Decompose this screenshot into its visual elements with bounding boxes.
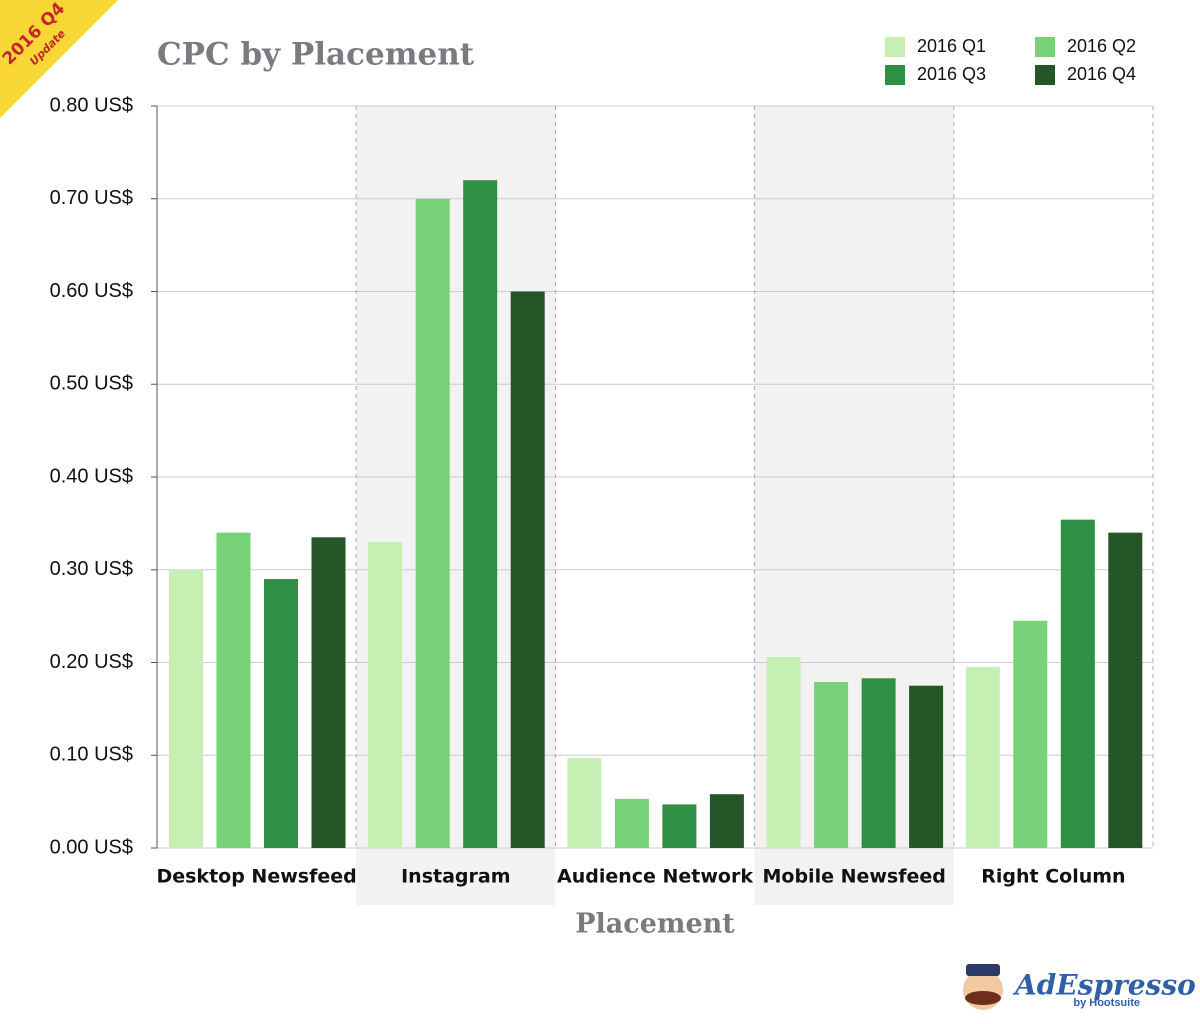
bar [415, 198, 450, 848]
y-tick-label: 0.40 US$ [50, 465, 133, 487]
bar [368, 541, 403, 848]
bar [909, 685, 944, 848]
logo-by: by Hootsuite [1073, 997, 1140, 1009]
legend-label: 2016 Q1 [917, 36, 986, 56]
logo: AdEspresso by Hootsuite [963, 964, 1196, 1010]
legend-label: 2016 Q3 [917, 64, 986, 84]
logo-moustache [965, 991, 1001, 1005]
legend-label: 2016 Q2 [1067, 36, 1136, 56]
bar [965, 667, 1000, 848]
bar [1108, 532, 1143, 848]
x-tick-label: Instagram [401, 866, 510, 888]
logo-name: AdEspresso [1012, 969, 1196, 1002]
chart-title: CPC by Placement [157, 37, 475, 73]
bar [463, 180, 498, 848]
y-tick-label: 0.80 US$ [50, 94, 133, 116]
x-axis-label: Placement [575, 909, 735, 940]
legend-swatch [885, 37, 905, 57]
y-tick-label: 0.00 US$ [50, 836, 133, 858]
bar [216, 532, 251, 848]
y-tick-label: 0.10 US$ [50, 744, 133, 766]
bar [861, 678, 896, 848]
legend-swatch [885, 65, 905, 85]
y-tick-label: 0.70 US$ [50, 187, 133, 209]
bar [311, 537, 346, 848]
bar [1060, 519, 1095, 848]
legend-swatch [1035, 65, 1055, 85]
bar [766, 656, 801, 848]
bar [567, 758, 602, 848]
legend-label: 2016 Q4 [1067, 64, 1136, 84]
bar [709, 794, 744, 848]
y-tick-label: 0.60 US$ [50, 280, 133, 302]
bar [662, 804, 697, 848]
bar [169, 569, 203, 848]
badge [0, 0, 118, 118]
x-tick-label: Desktop Newsfeed [156, 866, 356, 888]
bar [510, 291, 545, 848]
y-tick-label: 0.20 US$ [50, 651, 133, 673]
legend-swatch [1035, 37, 1055, 57]
bar [1013, 620, 1048, 848]
x-tick-label: Right Column [981, 866, 1125, 888]
bar [814, 681, 849, 848]
bar [614, 798, 649, 848]
x-tick-label: Mobile Newsfeed [763, 866, 946, 888]
x-tick-label: Audience Network [557, 866, 753, 888]
logo-hat [966, 964, 1000, 976]
bar [264, 579, 298, 848]
y-tick-label: 0.30 US$ [50, 558, 133, 580]
y-tick-label: 0.50 US$ [50, 373, 133, 395]
